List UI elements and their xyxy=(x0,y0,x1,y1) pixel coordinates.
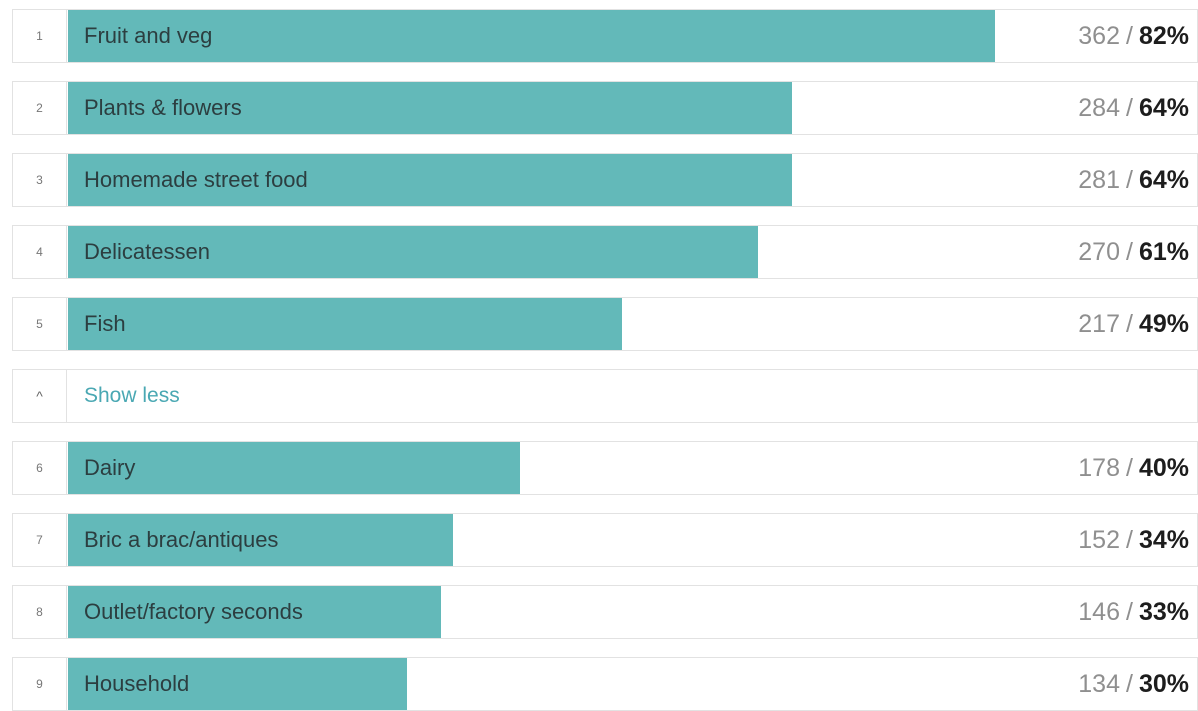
count-label: 152 xyxy=(1078,525,1120,554)
rank-number: 4 xyxy=(13,226,67,278)
bar-label: Dairy xyxy=(84,455,136,480)
percent-label: 82% xyxy=(1138,21,1189,50)
rank-number: 5 xyxy=(13,298,67,350)
bar-label: Plants & flowers xyxy=(84,95,242,120)
percent-label: 49% xyxy=(1138,309,1189,338)
rank-number: 6 xyxy=(13,442,67,494)
bar-track: Fruit and veg 362/82% xyxy=(68,10,1197,62)
bar-row: 5 Fish 217/49% xyxy=(12,297,1198,351)
bar-row: 9 Household 134/30% xyxy=(12,657,1198,711)
rank-number: 9 xyxy=(13,658,67,710)
separator: / xyxy=(1126,525,1133,554)
percent-label: 61% xyxy=(1138,237,1189,266)
bar-row: 1 Fruit and veg 362/82% xyxy=(12,9,1198,63)
bar-row: 6 Dairy 178/40% xyxy=(12,441,1198,495)
rank-number: 1 xyxy=(13,10,67,62)
bar-label: Fish xyxy=(84,311,126,336)
bar xyxy=(68,10,995,62)
percent-label: 40% xyxy=(1138,453,1189,482)
bar-track: Bric a brac/antiques 152/34% xyxy=(68,514,1197,566)
bar-value: 146/33% xyxy=(1078,586,1189,638)
bar xyxy=(68,226,758,278)
bar-value: 134/30% xyxy=(1078,658,1189,710)
separator: / xyxy=(1126,165,1133,194)
bar-value: 281/64% xyxy=(1078,154,1189,206)
bar-label: Outlet/factory seconds xyxy=(84,599,303,624)
percent-label: 64% xyxy=(1138,165,1189,194)
count-label: 178 xyxy=(1078,453,1120,482)
bar-track: Delicatessen 270/61% xyxy=(68,226,1197,278)
bar xyxy=(68,82,792,134)
count-label: 134 xyxy=(1078,669,1120,698)
bar-label: Delicatessen xyxy=(84,239,210,264)
bar-track: Plants & flowers 284/64% xyxy=(68,82,1197,134)
count-label: 362 xyxy=(1078,21,1120,50)
bar-row: 7 Bric a brac/antiques 152/34% xyxy=(12,513,1198,567)
count-label: 284 xyxy=(1078,93,1120,122)
bar-value: 178/40% xyxy=(1078,442,1189,494)
count-label: 281 xyxy=(1078,165,1120,194)
separator: / xyxy=(1126,669,1133,698)
rank-number: 3 xyxy=(13,154,67,206)
bar xyxy=(68,586,441,638)
rank-number: 7 xyxy=(13,514,67,566)
bar xyxy=(68,442,520,494)
bar-track: Outlet/factory seconds 146/33% xyxy=(68,586,1197,638)
show-less-toggle[interactable]: ^ Show less xyxy=(12,369,1198,423)
percent-label: 33% xyxy=(1138,597,1189,626)
percent-label: 34% xyxy=(1138,525,1189,554)
percent-label: 30% xyxy=(1138,669,1189,698)
bar xyxy=(68,154,792,206)
chevron-up-icon[interactable]: ^ xyxy=(13,370,67,422)
bar-row: 2 Plants & flowers 284/64% xyxy=(12,81,1198,135)
bar-row: 3 Homemade street food 281/64% xyxy=(12,153,1198,207)
percent-label: 64% xyxy=(1138,93,1189,122)
rank-number: 2 xyxy=(13,82,67,134)
bar-track: Fish 217/49% xyxy=(68,298,1197,350)
separator: / xyxy=(1126,597,1133,626)
bar-value: 284/64% xyxy=(1078,82,1189,134)
count-label: 217 xyxy=(1078,309,1120,338)
bar xyxy=(68,298,622,350)
bar xyxy=(68,658,407,710)
bar-value: 270/61% xyxy=(1078,226,1189,278)
bar-value: 362/82% xyxy=(1078,10,1189,62)
bar xyxy=(68,514,453,566)
show-less-link[interactable]: Show less xyxy=(84,384,180,407)
separator: / xyxy=(1126,309,1133,338)
separator: / xyxy=(1126,237,1133,266)
bar-value: 152/34% xyxy=(1078,514,1189,566)
rank-number: 8 xyxy=(13,586,67,638)
count-label: 146 xyxy=(1078,597,1120,626)
bar-value: 217/49% xyxy=(1078,298,1189,350)
bar-label: Homemade street food xyxy=(84,167,308,192)
separator: / xyxy=(1126,453,1133,482)
ranked-bar-list: 1 Fruit and veg 362/82% 2 Plants & flowers 28… xyxy=(12,9,1198,711)
bar-row: 8 Outlet/factory seconds 146/33% xyxy=(12,585,1198,639)
bar-row: 4 Delicatessen 270/61% xyxy=(12,225,1198,279)
toggle-track: Show less xyxy=(68,370,1197,422)
separator: / xyxy=(1126,21,1133,50)
bar-label: Bric a brac/antiques xyxy=(84,527,279,552)
count-label: 270 xyxy=(1078,237,1120,266)
separator: / xyxy=(1126,93,1133,122)
bar-label: Household xyxy=(84,671,190,696)
bar-track: Household 134/30% xyxy=(68,658,1197,710)
bar-label: Fruit and veg xyxy=(84,23,213,48)
bar-track: Homemade street food 281/64% xyxy=(68,154,1197,206)
bar-track: Dairy 178/40% xyxy=(68,442,1197,494)
